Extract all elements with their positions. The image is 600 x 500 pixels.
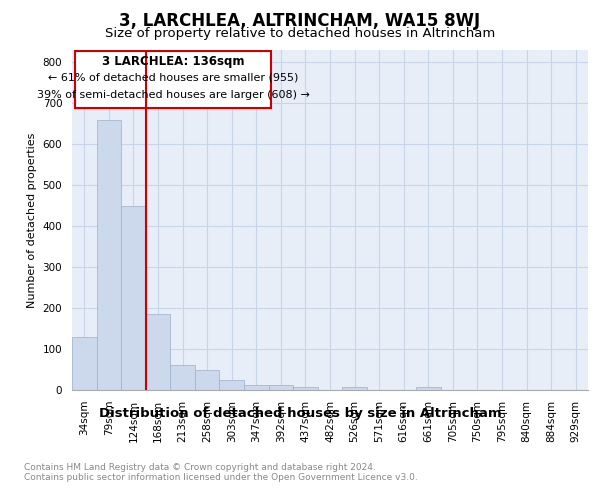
Bar (170, 366, 195, 390)
Bar (220, 380, 244, 390)
Y-axis label: Number of detached properties: Number of detached properties (27, 132, 37, 308)
Bar (244, 384, 269, 390)
Bar (416, 386, 440, 390)
Text: Distribution of detached houses by size in Altrincham: Distribution of detached houses by size … (98, 408, 502, 420)
Text: ← 61% of detached houses are smaller (955): ← 61% of detached houses are smaller (95… (48, 72, 298, 82)
Text: 3, LARCHLEA, ALTRINCHAM, WA15 8WJ: 3, LARCHLEA, ALTRINCHAM, WA15 8WJ (119, 12, 481, 30)
Text: Contains HM Land Registry data © Crown copyright and database right 2024.
Contai: Contains HM Land Registry data © Crown c… (24, 462, 418, 482)
Bar (97, 120, 121, 390)
Text: 3 LARCHLEA: 136sqm: 3 LARCHLEA: 136sqm (102, 55, 244, 68)
FancyBboxPatch shape (75, 51, 271, 108)
Bar (293, 386, 318, 390)
Bar (195, 370, 220, 390)
Bar (121, 206, 146, 390)
Text: Size of property relative to detached houses in Altrincham: Size of property relative to detached ho… (105, 28, 495, 40)
Bar (269, 384, 293, 390)
Text: 39% of semi-detached houses are larger (608) →: 39% of semi-detached houses are larger (… (37, 90, 310, 101)
Bar (342, 386, 367, 390)
Bar (72, 336, 97, 390)
Bar (146, 314, 170, 390)
